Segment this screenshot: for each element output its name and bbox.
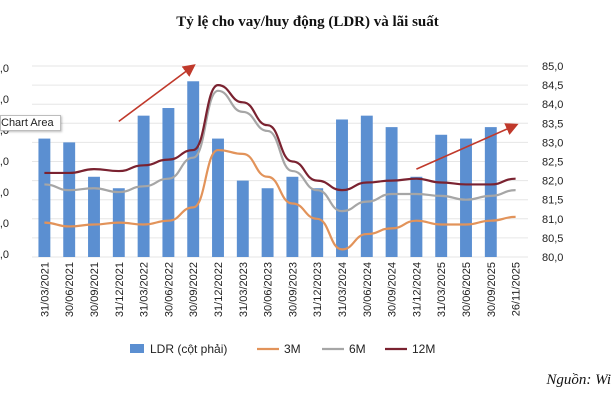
legend-item: 3M xyxy=(257,342,301,356)
left-tick-label: 0,0 xyxy=(0,156,9,168)
legend-swatch xyxy=(130,344,144,353)
right-tick-label: 82,0 xyxy=(542,176,563,188)
right-tick-label: 85,0 xyxy=(542,61,563,73)
x-tick-label: 31/12/2021 xyxy=(114,262,126,317)
left-tick-label: 0,0 xyxy=(0,125,9,137)
x-tick-label: 31/03/2024 xyxy=(337,262,349,317)
x-tick-label: 31/12/2024 xyxy=(411,262,423,317)
right-tick-label: 80,0 xyxy=(542,252,563,264)
line-3m xyxy=(44,148,516,251)
line-12m xyxy=(44,83,516,192)
right-axis-ticks: 80,0 80,5 81,0 81,5 82,0 82,5 83,0 83,5 84,0 84,5… xyxy=(542,61,563,264)
ldr-bar xyxy=(88,176,100,257)
trend-arrow xyxy=(416,123,519,170)
x-tick-label: 30/06/2022 xyxy=(163,262,175,317)
ldr-bar xyxy=(336,119,348,257)
trend-arrows xyxy=(118,64,519,170)
right-tick-label: 81,0 xyxy=(542,214,563,226)
ldr-bar xyxy=(212,138,224,257)
left-tick-label: 0,0 xyxy=(0,249,9,261)
x-tick-label: 31/03/2023 xyxy=(238,262,250,317)
x-axis-ticks: 31/03/2021 30/06/2021 30/09/2021 31/12/2021… xyxy=(39,262,522,317)
x-tick-label: 26/11/2025 xyxy=(511,262,523,316)
gridlines xyxy=(32,65,528,258)
right-tick-label: 83,5 xyxy=(542,118,563,130)
right-tick-label: 84,5 xyxy=(542,80,563,92)
legend-item: 6M xyxy=(322,342,366,356)
source-note: Nguồn: Wi xyxy=(546,372,611,388)
x-tick-label: 30/06/2025 xyxy=(461,262,473,317)
right-tick-label: 81,5 xyxy=(542,195,563,207)
ldr-bar xyxy=(261,188,274,257)
ldr-bar xyxy=(311,188,324,257)
left-tick-label: 0,0 xyxy=(0,218,9,230)
x-tick-label: 30/09/2022 xyxy=(188,262,200,317)
line-6m xyxy=(44,89,516,213)
legend-label: 12M xyxy=(412,342,435,356)
ldr-bar xyxy=(286,176,299,257)
left-tick-label: 0,0 xyxy=(0,94,9,106)
left-axis-ticks: 0,0 0,0 0,0 0,0 0,0 0,0 0,0 xyxy=(0,63,9,261)
ldr-bar xyxy=(63,142,76,257)
ldr-bar xyxy=(484,127,497,258)
rate-lines xyxy=(44,83,516,251)
legend-label: 3M xyxy=(284,342,301,356)
trend-arrow xyxy=(118,64,196,123)
x-tick-label: 30/09/2021 xyxy=(89,262,101,317)
ldr-bar xyxy=(410,176,423,257)
left-tick-label: 0,0 xyxy=(0,63,9,75)
legend-item: 12M xyxy=(385,342,435,356)
ldr-bar xyxy=(236,180,249,257)
x-tick-label: 31/03/2022 xyxy=(139,262,151,317)
x-tick-label: 30/06/2023 xyxy=(263,262,275,317)
chart-title: Tỷ lệ cho vay/huy động (LDR) và lãi suất xyxy=(176,14,439,30)
x-tick-label: 31/03/2021 xyxy=(39,262,51,317)
legend-item: LDR (cột phải) xyxy=(130,342,227,356)
x-tick-label: 30/09/2025 xyxy=(486,262,498,317)
right-tick-label: 83,0 xyxy=(542,137,563,149)
chart-area-tooltip: Chart Area xyxy=(0,115,61,131)
legend-label: 6M xyxy=(349,342,366,356)
legend-label: LDR (cột phải) xyxy=(150,342,227,356)
x-tick-label: 30/09/2023 xyxy=(287,262,299,317)
right-tick-label: 82,5 xyxy=(542,157,563,169)
x-tick-label: 30/06/2024 xyxy=(362,262,374,317)
ldr-bar xyxy=(38,138,51,257)
ldr-bar xyxy=(385,127,398,258)
x-tick-label: 30/06/2021 xyxy=(64,262,76,317)
ldr-bar xyxy=(187,81,200,257)
x-tick-label: 30/09/2024 xyxy=(387,262,399,317)
right-tick-label: 80,5 xyxy=(542,233,563,245)
ldr-bar xyxy=(162,108,175,258)
x-tick-label: 31/12/2022 xyxy=(213,262,225,317)
x-tick-label: 31/12/2023 xyxy=(312,262,324,317)
legend: LDR (cột phải) 3M 6M 12M xyxy=(130,342,435,356)
ldr-bar xyxy=(460,138,472,257)
left-tick-label: 0,0 xyxy=(0,187,9,199)
ldr-bar xyxy=(360,115,373,257)
x-tick-label: 31/03/2025 xyxy=(436,262,448,317)
right-tick-label: 84,0 xyxy=(542,99,563,111)
